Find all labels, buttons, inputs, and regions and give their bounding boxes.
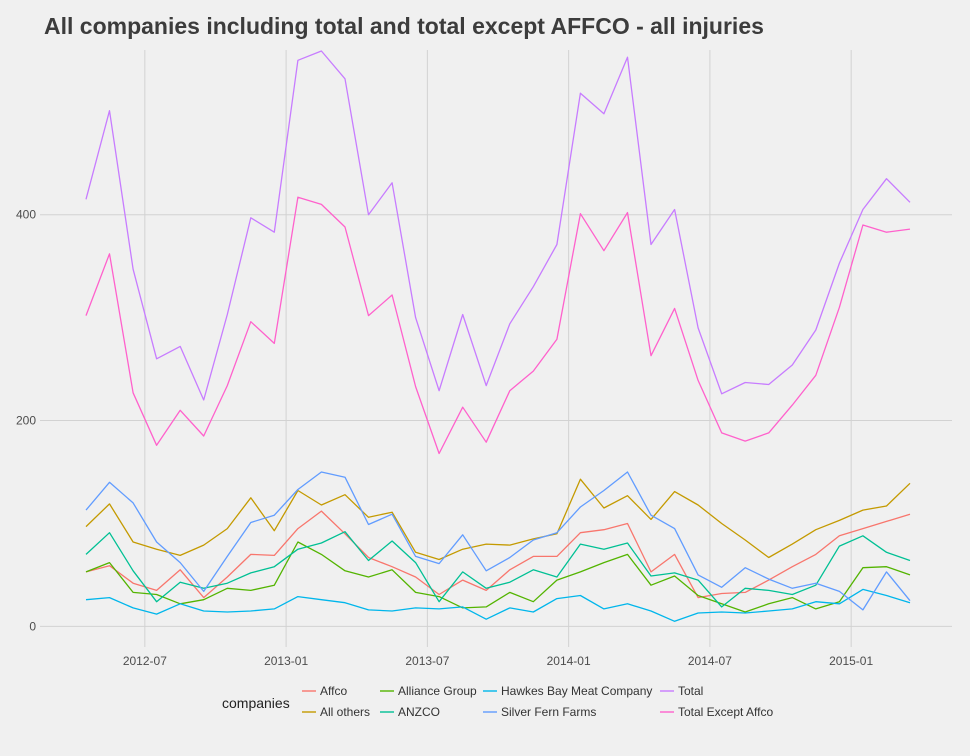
legend-label: Hawkes Bay Meat Company [501,684,652,698]
legend-label: All others [320,705,370,719]
chart-title: All companies including total and total … [44,13,764,39]
y-tick-label: 200 [16,414,36,428]
legend-label: Alliance Group [398,684,477,698]
grid-lines [40,50,952,647]
y-tick-label: 400 [16,208,36,222]
legend-label: ANZCO [398,705,440,719]
series-line-alliance-group [85,541,911,613]
x-tick-label: 2012-07 [123,654,167,668]
legend: companies Affco All others Alliance Group A… [222,684,773,719]
series-line-total [85,50,911,401]
series-line-hawkes-bay-meat-company [85,588,911,622]
x-axis-ticks: 2012-07 2013-01 2013-07 2014-01 2014-07 2015-… [123,654,874,668]
series-line-silver-fern-farms [85,471,911,611]
x-tick-label: 2013-07 [405,654,449,668]
x-tick-label: 2014-07 [688,654,732,668]
legend-label: Total [678,684,703,698]
y-tick-label: 0 [29,619,36,633]
legend-label: Silver Fern Farms [501,705,596,719]
series-lines [85,50,911,622]
x-tick-label: 2015-01 [829,654,873,668]
series-line-all-others [85,478,911,561]
y-axis-ticks: 0 200 400 [16,208,36,634]
legend-label: Affco [320,684,347,698]
legend-label: Total Except Affco [678,705,773,719]
series-line-anzco [85,531,911,608]
x-tick-label: 2013-01 [264,654,308,668]
series-line-total-except-affco [85,196,911,455]
series-line-affco [85,510,911,599]
legend-title: companies [222,695,290,711]
x-tick-label: 2014-01 [547,654,591,668]
